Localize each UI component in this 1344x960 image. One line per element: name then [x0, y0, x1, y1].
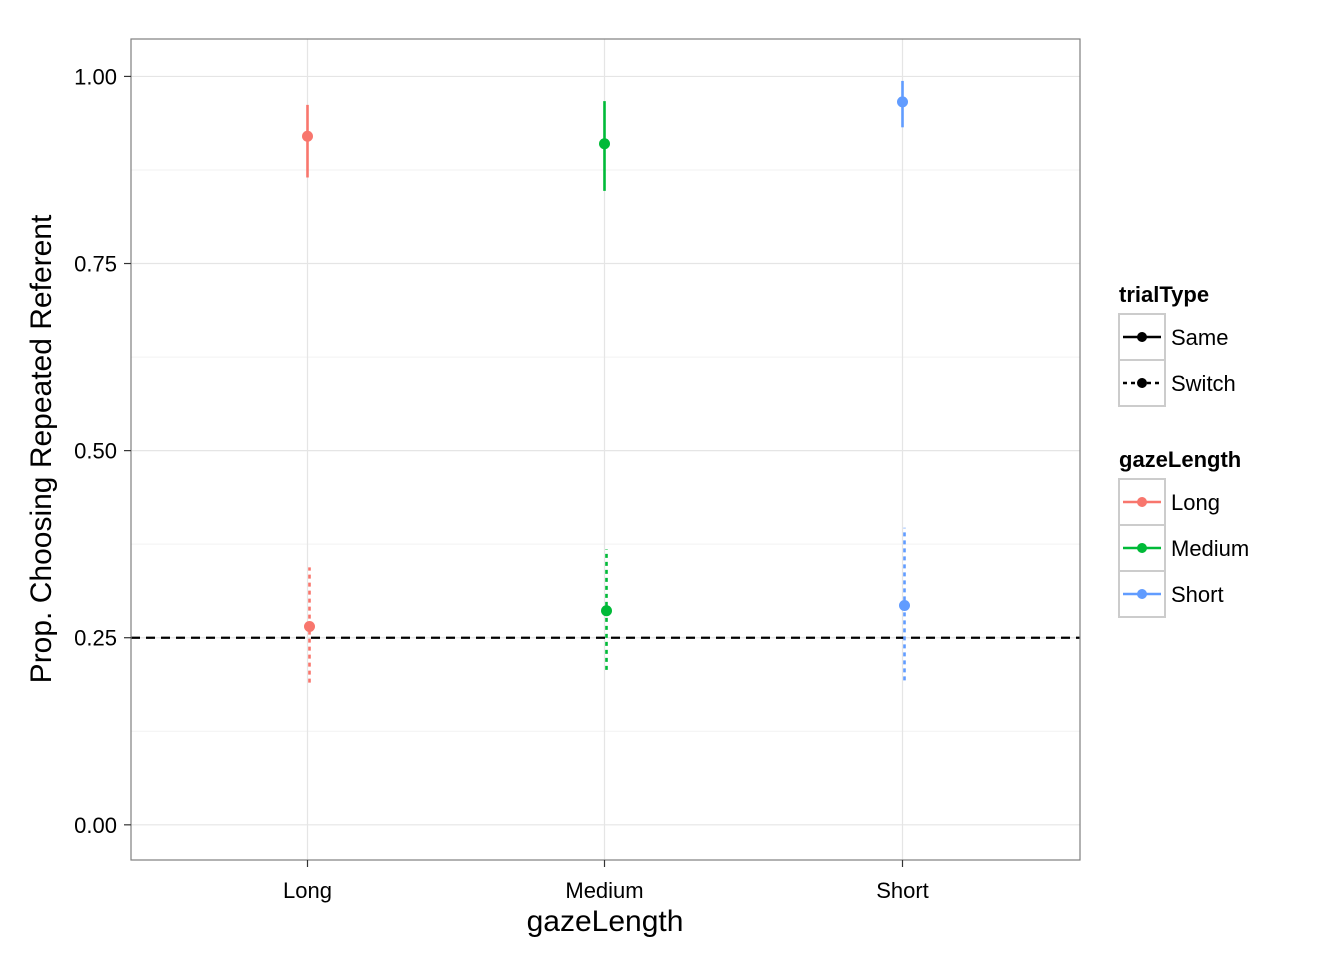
- y-tick-label: 0.25: [74, 626, 117, 651]
- data-point: [601, 605, 612, 617]
- data-point: [599, 138, 610, 150]
- y-tick-label: 0.75: [74, 252, 117, 277]
- x-tick-label: Long: [283, 878, 332, 903]
- y-tick-label: 1.00: [74, 64, 117, 89]
- data-point: [897, 96, 908, 108]
- legend-key-point: [1137, 378, 1147, 388]
- legend-key-point: [1137, 543, 1147, 553]
- legend-key-point: [1137, 589, 1147, 599]
- grid-lines: [131, 39, 1080, 860]
- x-tick-label: Short: [876, 878, 929, 903]
- legend-key-point: [1137, 497, 1147, 507]
- y-tick-label: 0.00: [74, 813, 117, 838]
- legend-label: Long: [1171, 490, 1220, 515]
- x-tick-label: Medium: [565, 878, 643, 903]
- legend-key-point: [1137, 332, 1147, 342]
- axes: 0.00 0.25 0.50 0.75 1.00 Long Medium Short: [74, 64, 929, 903]
- data-point: [899, 600, 910, 612]
- panel-border: [130, 38, 1081, 861]
- y-tick-label: 0.50: [74, 439, 117, 464]
- legend-title: gazeLength: [1119, 447, 1241, 472]
- legend-label: Medium: [1171, 536, 1249, 561]
- legend-label: Switch: [1171, 371, 1236, 396]
- legend-label: Short: [1171, 582, 1224, 607]
- data-point: [304, 620, 315, 632]
- data-marks: [302, 80, 910, 683]
- data-point: [302, 130, 313, 142]
- x-axis-title: gazeLength: [527, 905, 684, 938]
- legend: trialType Same Switch gazeLength Long Medium S…: [1118, 282, 1249, 618]
- legend-label: Same: [1171, 325, 1228, 350]
- y-axis-title: Prop. Choosing Repeated Referent: [25, 214, 58, 683]
- legend-title: trialType: [1119, 282, 1209, 307]
